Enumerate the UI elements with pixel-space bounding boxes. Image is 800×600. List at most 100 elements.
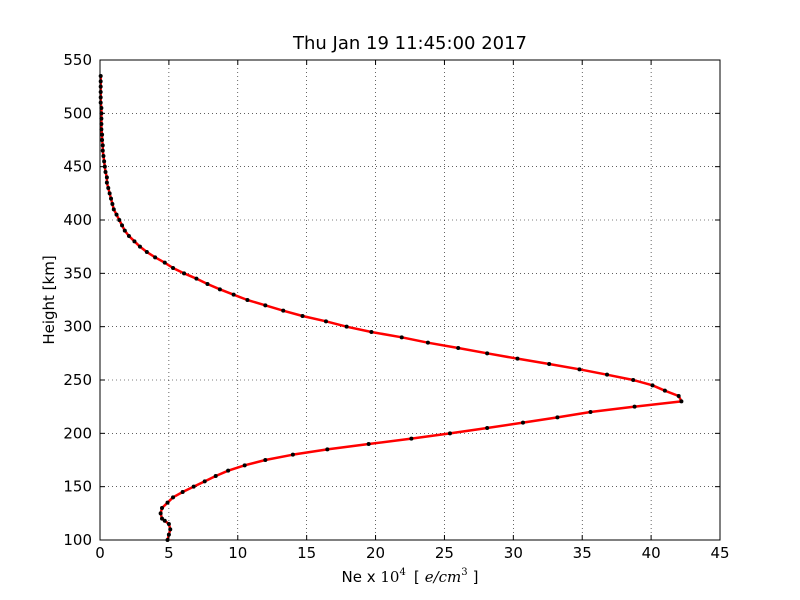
data-point (109, 196, 114, 201)
data-point (111, 207, 116, 212)
data-point (98, 74, 103, 78)
data-point (160, 516, 164, 521)
data-point (100, 148, 105, 153)
data-point (242, 463, 247, 468)
data-point (158, 511, 163, 516)
data-point (217, 287, 222, 292)
data-point (205, 282, 210, 286)
data-point (325, 447, 330, 452)
data-point (165, 500, 170, 505)
data-point (98, 90, 103, 94)
data-point (399, 335, 404, 340)
data-point (107, 191, 112, 196)
data-point (679, 399, 684, 404)
x-axis-label-exponent: 4 (399, 567, 405, 578)
data-point (98, 84, 103, 89)
data-point (409, 436, 414, 441)
data-point (425, 340, 430, 345)
data-point (547, 362, 552, 366)
data-point (162, 260, 167, 265)
data-point (344, 324, 349, 329)
data-point (180, 490, 185, 494)
y-axis-label: Height [km] (40, 255, 58, 344)
data-point (100, 132, 105, 137)
data-point (520, 420, 525, 425)
data-point (662, 388, 667, 393)
x-axis-label-unit: e/cm (425, 568, 462, 586)
y-tick-label: 350 (63, 264, 92, 282)
y-tick-label: 250 (63, 371, 92, 389)
data-point (168, 527, 173, 532)
x-tick-label: 5 (164, 544, 174, 562)
data-point (263, 458, 268, 462)
data-point (202, 479, 207, 484)
data-point (122, 228, 127, 233)
data-point (213, 474, 218, 478)
data-point (98, 95, 103, 100)
data-point (162, 518, 167, 523)
data-point (166, 522, 171, 526)
y-tick-label: 200 (63, 424, 92, 442)
data-point (650, 383, 655, 388)
data-point (171, 495, 176, 500)
data-point (100, 138, 105, 142)
data-point (101, 154, 106, 158)
data-point (171, 266, 176, 270)
y-tick-label: 400 (63, 211, 92, 229)
data-point (323, 319, 328, 324)
data-point (485, 351, 490, 356)
data-point (98, 100, 103, 105)
data-point (126, 234, 131, 238)
data-point (605, 372, 610, 377)
ticks: 0 5 10 15 20 25 30 35 40 45 100 150 200 250 300 350 400 4… (63, 51, 729, 562)
data-point (231, 292, 236, 297)
x-tick-label: 40 (642, 544, 661, 562)
data-point (226, 468, 231, 473)
data-point (194, 276, 199, 281)
data-point (281, 308, 286, 313)
chart-title: Thu Jan 19 11:45:00 2017 (292, 33, 527, 54)
data-point (104, 175, 109, 180)
x-tick-label: 45 (710, 544, 729, 562)
x-tick-label: 0 (95, 544, 105, 562)
data-point (182, 271, 187, 276)
y-tick-label: 150 (63, 478, 92, 496)
data-point (137, 244, 142, 249)
data-point (120, 223, 125, 228)
data-point (104, 180, 109, 185)
data-point (263, 303, 268, 308)
x-tick-label: 30 (504, 544, 523, 562)
x-axis-label-unit-exponent: 3 (461, 567, 467, 578)
y-tick-label: 450 (63, 158, 92, 176)
data-point (106, 186, 111, 190)
data-point (191, 484, 196, 489)
plot-frame (99, 59, 721, 541)
data-point (577, 367, 582, 372)
data-point (632, 404, 637, 409)
data-point (515, 356, 520, 361)
x-tick-label: 35 (573, 544, 592, 562)
y-tick-label: 500 (63, 104, 92, 122)
data-point (245, 298, 250, 302)
y-tick-label: 100 (63, 531, 92, 549)
data-point (102, 159, 107, 164)
data-point (132, 239, 137, 244)
data-point (366, 442, 371, 446)
data-point (153, 255, 158, 260)
x-tick-label: 10 (228, 544, 247, 562)
data-point (631, 378, 636, 382)
data-point (300, 314, 305, 318)
data-point (117, 218, 122, 222)
x-axis-label-unit-close: ] (473, 568, 479, 586)
data-point (114, 212, 119, 217)
x-axis-label: Ne x 104 [e/cm3] (342, 567, 479, 586)
y-tick-label: 300 (63, 318, 92, 336)
data-point (98, 79, 103, 84)
data-point (160, 506, 164, 510)
data-point (369, 330, 374, 334)
data-point (555, 415, 560, 420)
data-point (110, 202, 115, 206)
data-point (447, 431, 452, 436)
